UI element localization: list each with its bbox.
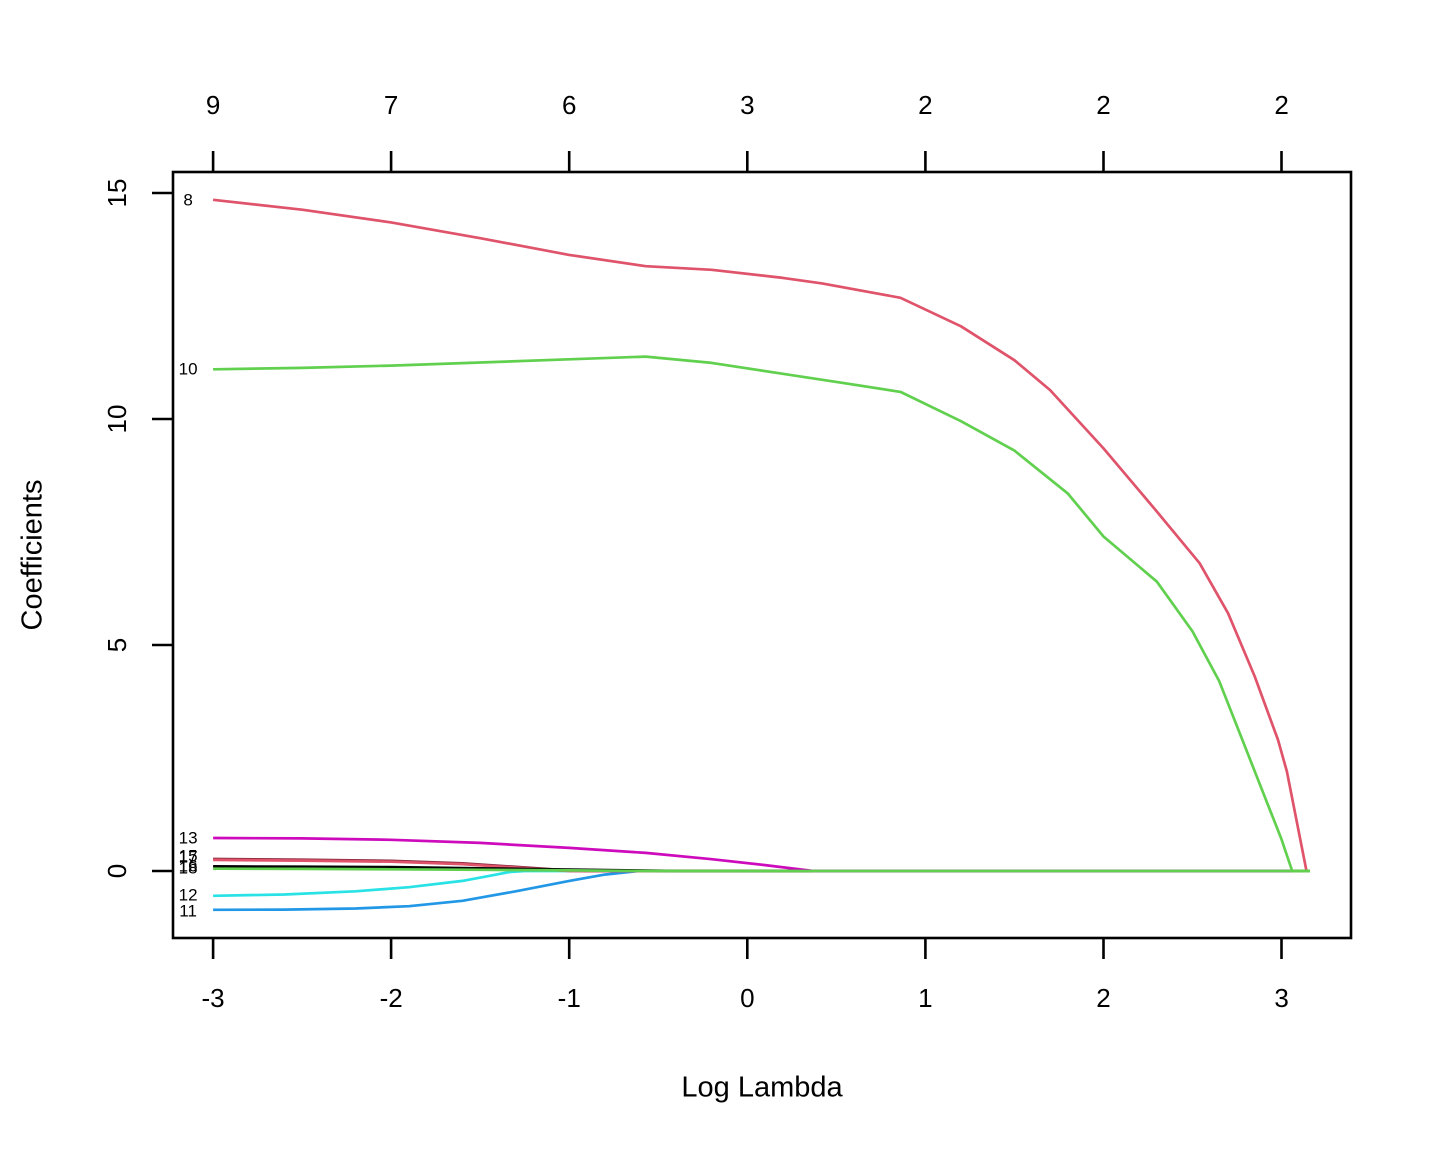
series-12-line (213, 869, 1310, 898)
y-tick-label: 10 (102, 404, 132, 434)
x-tick-label: -1 (557, 983, 581, 1013)
y-tick-label: 5 (102, 637, 132, 653)
plot-border (171, 170, 1353, 940)
curve-label-11: 11 (179, 901, 197, 921)
top-df-label: 3 (740, 90, 755, 120)
y-axis-title: Coefficients (16, 479, 49, 631)
x-tick-label: -3 (201, 983, 225, 1013)
top-df-label: 2 (1096, 90, 1111, 120)
x-axis-title: Log Lambda (681, 1071, 843, 1104)
series-8-line (212, 198, 1310, 873)
curve-label-13: 13 (178, 828, 198, 848)
x-tick-label: 0 (740, 983, 755, 1013)
top-df-label: 6 (561, 90, 577, 120)
x-tick-label: 3 (1274, 983, 1289, 1013)
curve-label-8: 8 (183, 190, 193, 210)
x-tick-label: 2 (1096, 983, 1111, 1013)
series-13-line (213, 836, 1310, 873)
top-df-label: 7 (383, 90, 399, 120)
y-tick-label: 15 (102, 178, 132, 208)
top-df-label: 2 (918, 90, 933, 120)
curve-label-16: 16 (178, 856, 198, 876)
series-18-line (213, 867, 1310, 873)
curve-label-18: 18 (178, 858, 198, 878)
series-10-line (213, 355, 1310, 873)
curve-label-12: 12 (178, 885, 198, 905)
curve-label-10: 10 (178, 359, 198, 379)
curve-label-17: 17 (178, 847, 198, 867)
y-tick-label: 0 (102, 863, 132, 879)
x-tick-label: -2 (379, 983, 403, 1013)
top-df-label: 2 (1274, 90, 1289, 120)
curve-label-15: 15 (178, 846, 198, 866)
x-tick-label: 1 (918, 983, 933, 1013)
top-df-label: 9 (205, 90, 221, 120)
